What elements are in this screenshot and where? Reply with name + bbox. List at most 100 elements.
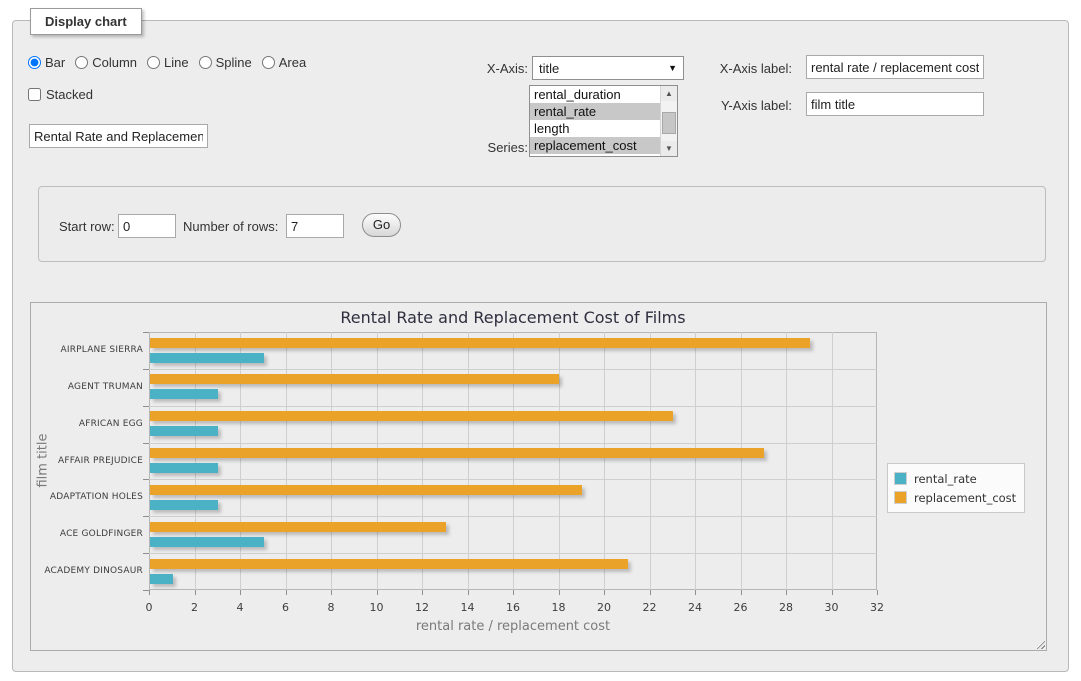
gridline [377,332,378,590]
bar-replacement_cost-3 [150,448,764,458]
gridline [149,553,877,554]
x-axis-label-input[interactable] [806,55,984,79]
legend-item-replacement_cost: replacement_cost [894,488,1016,507]
panel-title: Display chart [30,8,142,35]
gridline [513,332,514,590]
rows-form: Start row: Number of rows: Go [38,186,1046,262]
bar-replacement_cost-4 [150,485,582,495]
chart-legend: rental_ratereplacement_cost [887,463,1025,513]
chart-type-radio-label: Bar [45,55,65,70]
y-tick [143,516,149,517]
x-tick-label: 22 [633,601,667,614]
y-tick [143,406,149,407]
y-category-label: ACADEMY DINOSAUR [37,566,143,576]
number-of-rows-input[interactable] [286,214,344,238]
series-option-replacement_cost[interactable]: replacement_cost [530,137,660,154]
x-tick [149,590,150,595]
y-category-label: AFRICAN EGG [37,419,143,429]
y-tick [143,553,149,554]
y-tick [143,479,149,480]
x-tick [468,590,469,595]
series-option-rental_rate[interactable]: rental_rate [530,103,660,120]
series-listbox[interactable]: rental_durationrental_ratelengthreplacem… [529,85,678,157]
x-tick [331,590,332,595]
chart-type-radio-label: Column [92,55,137,70]
chart-type-option-spline[interactable]: Spline [199,55,252,70]
chart-type-option-area[interactable]: Area [262,55,306,70]
x-tick-label: 14 [451,601,485,614]
x-tick-label: 6 [269,601,303,614]
chart-type-radio-bar[interactable] [28,56,41,69]
gridline [286,332,287,590]
chart-type-option-line[interactable]: Line [147,55,189,70]
gridline [149,516,877,517]
gridline [559,332,560,590]
chart-title: Rental Rate and Replacement Cost of Film… [149,308,877,327]
series-listbox-scrollbar[interactable]: ▲ ▼ [660,86,677,156]
chart-type-radio-area[interactable] [262,56,275,69]
start-row-input[interactable] [118,214,176,238]
x-tick [604,590,605,595]
chevron-down-icon: ▼ [668,63,677,73]
x-tick [422,590,423,595]
x-axis-select-label: X-Axis: [460,61,528,76]
bar-rental_rate-1 [150,389,218,399]
x-tick [832,590,833,595]
x-tick [559,590,560,595]
x-axis-title: rental rate / replacement cost [149,619,877,634]
gridline [468,332,469,590]
legend-swatch [894,472,907,485]
legend-swatch [894,491,907,504]
x-tick-label: 12 [405,601,439,614]
x-tick [877,590,878,595]
stacked-label: Stacked [46,87,93,102]
scrollbar-thumb[interactable] [662,112,676,134]
x-tick [240,590,241,595]
x-tick-label: 4 [223,601,257,614]
page: Display chart Bar Column Line Spline Area St… [0,0,1081,681]
bar-rental_rate-2 [150,426,218,436]
bar-rental_rate-5 [150,537,264,547]
bar-replacement_cost-6 [150,559,628,569]
gridline [422,332,423,590]
bar-replacement_cost-0 [150,338,810,348]
resize-grip-icon[interactable] [1034,638,1045,649]
go-button[interactable]: Go [362,213,401,237]
series-option-length[interactable]: length [530,120,660,137]
series-select-label: Series: [460,140,528,155]
gridline [741,332,742,590]
gridline [331,332,332,590]
x-axis-select[interactable]: title ▼ [532,56,684,80]
y-tick [143,443,149,444]
x-tick [786,590,787,595]
gridline [240,332,241,590]
x-tick [286,590,287,595]
x-tick [513,590,514,595]
bar-replacement_cost-2 [150,411,673,421]
y-category-label: ADAPTATION HOLES [37,492,143,502]
bar-rental_rate-0 [150,353,264,363]
chart-type-radio-column[interactable] [75,56,88,69]
y-tick [143,332,149,333]
gridline [149,479,877,480]
scrollbar-up-icon[interactable]: ▲ [661,86,677,101]
series-option-rental_duration[interactable]: rental_duration [530,86,660,103]
y-axis-label-input[interactable] [806,92,984,116]
chart-type-option-bar[interactable]: Bar [28,55,65,70]
y-category-label: AFFAIR PREJUDICE [37,456,143,466]
legend-item-rental_rate: rental_rate [894,469,1016,488]
gridline [149,369,877,370]
x-tick-label: 26 [724,601,758,614]
chart-type-radios: Bar Column Line Spline Area [28,55,306,70]
chart-type-radio-spline[interactable] [199,56,212,69]
chart-type-radio-line[interactable] [147,56,160,69]
y-category-label: AIRPLANE SIERRA [37,345,143,355]
chart-title-input[interactable] [29,124,208,148]
chart-type-option-column[interactable]: Column [75,55,137,70]
y-category-label: ACE GOLDFINGER [37,529,143,539]
stacked-checkbox[interactable] [28,88,41,101]
x-tick-label: 0 [132,601,166,614]
x-axis-label-label: X-Axis label: [710,61,792,76]
stacked-option[interactable]: Stacked [28,87,93,102]
scrollbar-down-icon[interactable]: ▼ [661,141,677,156]
